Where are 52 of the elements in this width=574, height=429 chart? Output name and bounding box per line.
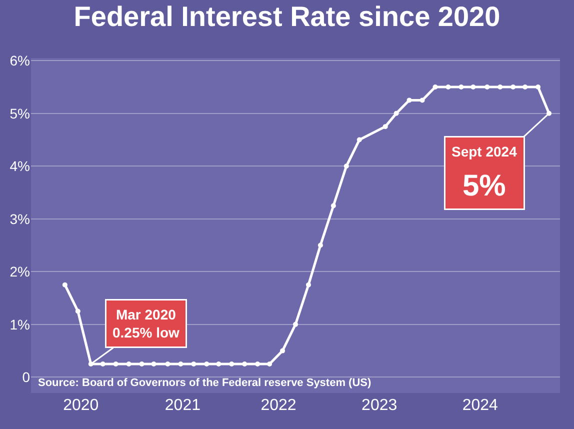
point	[458, 84, 464, 90]
y-tick-label: 3%	[10, 210, 30, 227]
y-tick-label: 4%	[10, 158, 30, 174]
point	[242, 361, 248, 366]
point	[498, 84, 503, 90]
point	[394, 110, 399, 116]
point	[191, 361, 196, 366]
point	[344, 164, 349, 169]
point	[420, 98, 425, 103]
point	[293, 322, 298, 327]
point	[446, 84, 451, 90]
x-tick-label: 2024	[462, 397, 498, 414]
annotation: Source: Board of Governors of the Federal reserve System (US)	[38, 377, 372, 389]
point	[306, 282, 311, 288]
point	[113, 361, 118, 366]
point	[406, 98, 412, 103]
y-tick-label: 6%	[10, 52, 30, 69]
point	[75, 308, 80, 314]
point	[330, 203, 336, 208]
point	[126, 361, 132, 366]
point	[255, 361, 260, 366]
point	[100, 361, 106, 366]
point	[318, 242, 323, 248]
point	[216, 361, 222, 366]
x-tick-label: 2021	[164, 397, 201, 414]
point	[510, 84, 516, 90]
point	[356, 137, 362, 142]
point	[432, 84, 438, 90]
chart-title: Federal Interest Rate since 2020	[74, 1, 500, 32]
point	[536, 84, 541, 90]
point	[229, 361, 234, 366]
y-tick-label: 2%	[10, 264, 30, 280]
annotation: Sept 2024 5%	[452, 144, 518, 202]
point	[165, 361, 170, 366]
point	[522, 84, 528, 90]
point	[62, 282, 68, 288]
x-tick-label: 2020	[63, 397, 99, 414]
point	[151, 361, 156, 366]
point	[139, 361, 144, 366]
point	[382, 124, 388, 130]
annotation: Mar 2020 0.25% low	[112, 306, 180, 341]
x-tick-label: 2023	[362, 397, 398, 414]
point	[178, 361, 184, 366]
point	[484, 84, 490, 90]
point	[470, 84, 476, 90]
point	[204, 361, 210, 366]
x-tick-label: 2022	[260, 397, 296, 414]
y-tick-label: 1%	[10, 316, 30, 332]
y-tick-label: 0	[22, 369, 30, 386]
point	[267, 361, 272, 366]
y-tick-label: 5%	[10, 105, 30, 122]
point	[280, 348, 286, 354]
